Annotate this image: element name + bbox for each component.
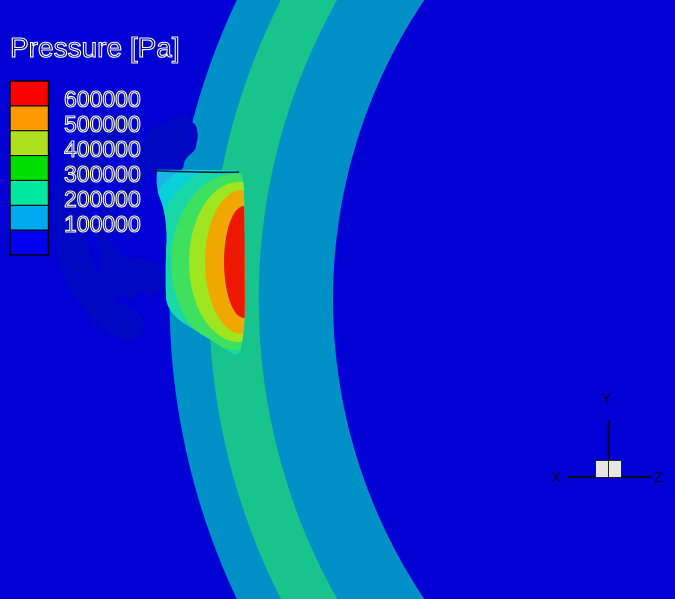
svg-text:Y: Y (601, 390, 611, 407)
svg-text:X: X (551, 469, 561, 486)
svg-text:Z: Z (654, 469, 663, 486)
